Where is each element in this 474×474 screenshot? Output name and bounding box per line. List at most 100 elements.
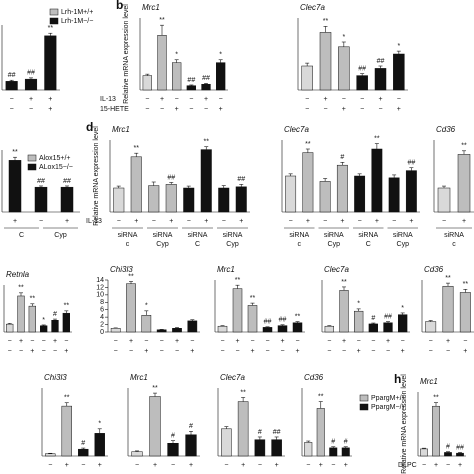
x-row-value: +: [397, 106, 401, 113]
x-row-value: −: [220, 338, 224, 345]
bar: [459, 292, 471, 333]
bar: [200, 149, 212, 213]
group-label: siRNA: [444, 232, 464, 239]
chart-title: Chi3l3: [44, 373, 67, 382]
significance-label: *: [219, 52, 222, 59]
x-row-value: −: [258, 462, 262, 469]
x-row-value: +: [275, 462, 279, 469]
significance-label: *: [397, 43, 400, 50]
x-row-value: −: [371, 338, 375, 345]
significance-label: *: [145, 303, 148, 310]
y-tick-label: 0: [100, 329, 104, 336]
x-row-value: +: [65, 218, 69, 225]
bar: [185, 434, 197, 457]
chart-title: Clec7a: [324, 265, 349, 274]
significance-label: **: [463, 281, 469, 288]
group-label: Cyp: [397, 241, 410, 248]
significance-label: *: [98, 421, 101, 428]
significance-label: **: [341, 279, 347, 286]
significance-label: *: [357, 301, 360, 308]
x-row-value: +: [344, 462, 348, 469]
x-row-value: −: [378, 106, 382, 113]
x-row-value: +: [295, 348, 299, 355]
x-row-value: −: [305, 106, 309, 113]
bar: [336, 164, 348, 213]
x-row-value: −: [144, 338, 148, 345]
bar: [420, 448, 428, 457]
bar: [40, 325, 48, 333]
bar: [319, 181, 331, 213]
significance-label: #: [344, 439, 348, 446]
bar: [457, 154, 471, 213]
x-row-value: −: [289, 218, 293, 225]
bar: [277, 325, 288, 333]
bar: [329, 447, 338, 457]
legend-swatch: [27, 163, 37, 171]
bar: [341, 447, 350, 457]
significance-label: ##: [8, 72, 16, 79]
x-row-value: −: [446, 348, 450, 355]
x-row-value: −: [187, 218, 191, 225]
bar: [393, 53, 405, 91]
x-row-value: −: [397, 96, 401, 103]
x-row-value: +: [29, 96, 33, 103]
x-row-value: +: [375, 218, 379, 225]
significance-label: **: [318, 393, 324, 400]
bar: [437, 187, 451, 213]
x-row-value: −: [189, 96, 193, 103]
x-row-value: −: [53, 348, 57, 355]
legend-swatch: [49, 8, 59, 16]
x-row-value: −: [429, 338, 433, 345]
x-row-value: +: [190, 348, 194, 355]
significance-label: **: [30, 296, 36, 303]
x-row-value: +: [342, 338, 346, 345]
bar: [167, 443, 179, 457]
significance-label: **: [64, 395, 70, 402]
x-row-value: −: [224, 462, 228, 469]
group-label: Cyp: [328, 241, 341, 248]
x-row-value: −: [8, 348, 12, 355]
significance-label: ##: [407, 160, 415, 167]
significance-label: ##: [27, 70, 35, 77]
x-row-value: −: [42, 348, 46, 355]
group-label: C: [19, 232, 24, 239]
bar: [24, 78, 38, 91]
x-row-value: −: [342, 96, 346, 103]
x-row-value: −: [30, 338, 34, 345]
bar: [324, 325, 334, 333]
bar: [388, 177, 400, 213]
legend-label: Lrh-1M+/+: [61, 9, 93, 16]
chart-title: Mrc1: [142, 3, 160, 12]
group-label: siRNA: [324, 232, 344, 239]
x-row-value: +: [446, 338, 450, 345]
x-row-value: −: [331, 462, 335, 469]
significance-label: ##: [167, 174, 175, 181]
x-row-value: −: [357, 338, 361, 345]
x-row-value: −: [114, 348, 118, 355]
bar: [131, 451, 143, 457]
significance-label: #: [53, 311, 57, 318]
x-row-value: −: [429, 348, 433, 355]
chart-title: Cd36: [424, 265, 444, 274]
x-row-value: −: [10, 96, 14, 103]
legend-label: Lrh-1M−/−: [61, 18, 93, 25]
significance-label: **: [305, 141, 311, 148]
x-row-value: +: [204, 96, 208, 103]
x-row-value: +: [357, 348, 361, 355]
x-row-value: −: [422, 462, 426, 469]
x-row-value: +: [48, 106, 52, 113]
significance-label: #: [258, 429, 262, 436]
x-row-value: +: [175, 106, 179, 113]
x-row-value: +: [462, 218, 466, 225]
x-row-value: −: [360, 96, 364, 103]
chart-title: Clec7a: [220, 373, 245, 382]
chart-title: Clec7a: [284, 125, 309, 134]
bar: [165, 184, 177, 213]
bar: [157, 35, 167, 91]
bar: [316, 408, 325, 457]
bar: [398, 314, 408, 333]
y-tick-label: 10: [96, 292, 104, 299]
bar: [405, 170, 417, 213]
group-label: siRNA: [223, 232, 243, 239]
significance-label: *: [42, 317, 45, 324]
